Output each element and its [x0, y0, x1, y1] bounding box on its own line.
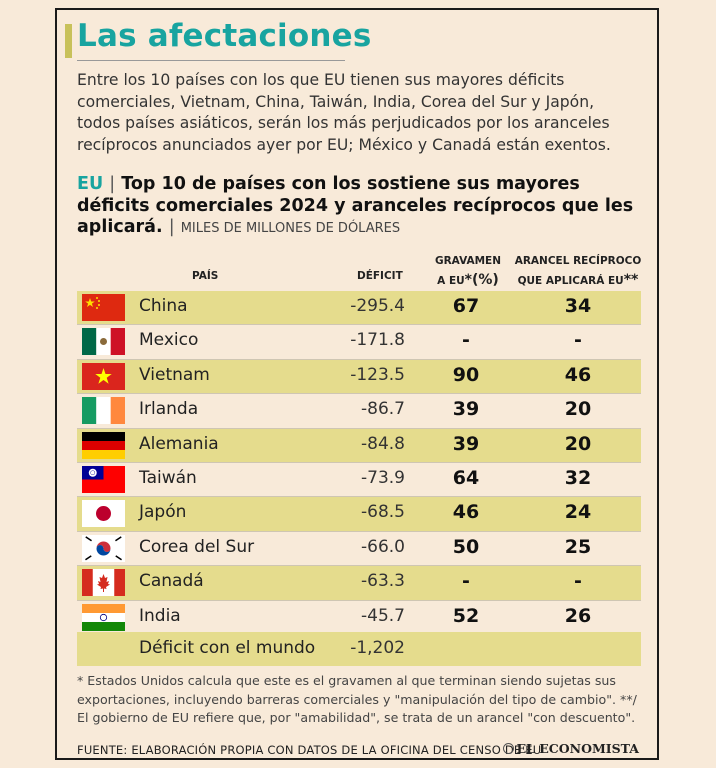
deficit-value: -45.7 [361, 605, 405, 626]
japan-flag-icon [82, 500, 125, 528]
table-row: India -45.7 52 26 [77, 601, 641, 635]
arancel-value: 26 [564, 604, 592, 627]
table-row: Canadá -63.3 - - [77, 566, 641, 601]
gravamen-value: 39 [452, 432, 480, 455]
title-prefix: EU [77, 174, 104, 194]
table-title: EU | Top 10 de países con los sostiene s… [77, 174, 637, 240]
arancel-line1: ARANCEL RECÍPROCO [514, 255, 642, 267]
deficit-value: -68.5 [361, 502, 405, 523]
arancel-value: 20 [564, 398, 592, 421]
arancel-value: 46 [564, 363, 592, 386]
deficit-value: -295.4 [350, 296, 405, 316]
table-row: Mexico -171.8 - - [77, 325, 641, 360]
footnote: * Estados Unidos calcula que este es el … [77, 673, 637, 725]
country-name: Alemania [139, 433, 219, 454]
india-flag-icon [82, 603, 125, 631]
deficit-value: -73.9 [361, 467, 405, 488]
gravamen-value: 90 [452, 363, 480, 386]
col-header-gravamen: GRAVAMEN A EU*(%) [429, 252, 507, 291]
country-name: Corea del Sur [139, 536, 255, 557]
arancel-value: 24 [564, 501, 592, 524]
table-row: Corea del Sur -66.0 50 25 [77, 532, 641, 567]
country-name: China [139, 296, 188, 316]
mexico-flag-icon [82, 328, 125, 356]
total-row: Déficit con el mundo -1,202 [77, 632, 641, 666]
globe-icon [502, 743, 514, 754]
headline-rule [77, 60, 345, 61]
gravamen-value: - [462, 570, 470, 593]
col-header-pais: PAÍS [192, 270, 219, 282]
brand-logo: EL ECONOMISTA [502, 741, 639, 756]
country-name: Canadá [139, 571, 204, 592]
deficit-table: China -295.4 67 34 Mexico -171.8 - - Vie… [77, 291, 641, 635]
arancel-value: 34 [564, 295, 592, 317]
gravamen-value: 39 [452, 398, 480, 421]
country-name: Vietnam [139, 364, 210, 385]
title-text: Top 10 de países con los sostiene sus ma… [77, 174, 634, 237]
south-korea-flag-icon [82, 534, 125, 562]
gravamen-line2: A EU*(%) [437, 272, 499, 288]
units-separator: | [168, 217, 175, 237]
gravamen-value: - [462, 329, 470, 352]
gravamen-value: 52 [452, 604, 480, 627]
country-name: Mexico [139, 330, 199, 351]
arancel-value: - [574, 570, 582, 593]
headline-accent-bar [65, 24, 72, 58]
total-value: -1,202 [350, 638, 405, 658]
arancel-value: 32 [564, 466, 592, 489]
gravamen-value: 67 [452, 295, 480, 317]
deficit-value: -63.3 [361, 571, 405, 592]
deficit-value: -86.7 [361, 399, 405, 420]
country-name: Taiwán [139, 467, 197, 488]
headline: Las afectaciones [77, 18, 372, 54]
gravamen-value: 64 [452, 466, 480, 489]
canada-flag-icon [82, 569, 125, 597]
ireland-flag-icon [82, 397, 125, 425]
country-name: India [139, 605, 181, 626]
country-name: Irlanda [139, 399, 199, 420]
deficit-value: -171.8 [350, 330, 405, 351]
units-label: MILES DE MILLONES DE DÓLARES [180, 221, 401, 236]
source-line: FUENTE: ELABORACIÓN PROPIA CON DATOS DE … [77, 743, 542, 757]
deficit-value: -66.0 [361, 536, 405, 557]
vietnam-flag-icon [82, 362, 125, 390]
total-label: Déficit con el mundo [139, 638, 316, 658]
deficit-value: -123.5 [350, 364, 405, 385]
country-name: Japón [139, 502, 187, 523]
title-separator: | [109, 174, 116, 194]
taiwan-flag-icon [82, 465, 125, 493]
gravamen-line1: GRAVAMEN [434, 255, 502, 267]
brand-name: EL ECONOMISTA [516, 741, 639, 756]
gravamen-value: 46 [452, 501, 480, 524]
table-row: Taiwán -73.9 64 32 [77, 463, 641, 498]
china-flag-icon [82, 294, 125, 321]
arancel-value: 25 [564, 535, 592, 558]
infographic-frame: Las afectaciones Entre los 10 países con… [55, 8, 659, 760]
arancel-value: - [574, 329, 582, 352]
arancel-value: 20 [564, 432, 592, 455]
table-row: Alemania -84.8 39 20 [77, 428, 641, 463]
table-row: Japón -68.5 46 24 [77, 497, 641, 532]
intro-paragraph: Entre los 10 países con los que EU tiene… [77, 71, 611, 154]
gravamen-value: 50 [452, 535, 480, 558]
col-header-deficit: DÉFICIT [357, 270, 403, 282]
deficit-value: -84.8 [361, 433, 405, 454]
germany-flag-icon [82, 431, 125, 459]
table-row: China -295.4 67 34 [77, 291, 641, 326]
table-row: Vietnam -123.5 90 46 [77, 359, 641, 395]
table-row: Irlanda -86.7 39 20 [77, 394, 641, 429]
